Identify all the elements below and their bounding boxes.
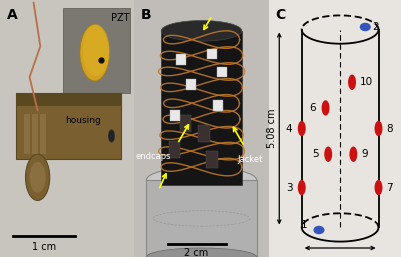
Text: 10: 10 — [360, 77, 373, 87]
FancyBboxPatch shape — [180, 115, 191, 132]
Text: A: A — [7, 8, 18, 22]
Bar — [32, 114, 38, 154]
FancyBboxPatch shape — [207, 151, 218, 168]
Circle shape — [80, 24, 109, 81]
Ellipse shape — [360, 23, 371, 31]
Circle shape — [298, 121, 306, 136]
FancyBboxPatch shape — [217, 67, 227, 77]
Bar — [63, 8, 130, 93]
Bar — [16, 93, 121, 106]
Text: PZT: PZT — [111, 13, 130, 23]
Text: 1 cm: 1 cm — [32, 242, 57, 252]
FancyBboxPatch shape — [169, 141, 180, 158]
Text: housing: housing — [65, 116, 101, 125]
Ellipse shape — [146, 167, 257, 193]
Bar — [161, 31, 242, 185]
Text: endcaps: endcaps — [136, 152, 171, 161]
FancyBboxPatch shape — [213, 100, 223, 111]
Bar — [146, 180, 257, 257]
Circle shape — [108, 130, 115, 142]
Bar — [146, 180, 257, 257]
Text: 4: 4 — [286, 124, 292, 133]
Text: Jacket: Jacket — [237, 155, 263, 164]
Circle shape — [26, 154, 50, 200]
Text: 5: 5 — [312, 149, 319, 159]
Circle shape — [348, 75, 356, 90]
Text: 3: 3 — [286, 183, 292, 192]
Text: C: C — [275, 8, 286, 22]
Circle shape — [349, 146, 357, 162]
FancyBboxPatch shape — [176, 54, 186, 65]
Text: 2: 2 — [373, 22, 379, 32]
Circle shape — [83, 24, 109, 76]
Text: 1: 1 — [301, 220, 308, 230]
Text: 8: 8 — [387, 124, 393, 133]
Circle shape — [375, 180, 383, 195]
Circle shape — [30, 162, 46, 193]
FancyBboxPatch shape — [186, 79, 196, 90]
FancyBboxPatch shape — [170, 110, 180, 121]
Text: 7: 7 — [387, 183, 393, 192]
Ellipse shape — [161, 21, 242, 41]
FancyBboxPatch shape — [16, 93, 121, 159]
Circle shape — [375, 121, 383, 136]
Circle shape — [322, 100, 330, 116]
Bar — [40, 114, 46, 154]
Text: 6: 6 — [310, 103, 316, 113]
Ellipse shape — [314, 226, 324, 234]
Text: B: B — [141, 8, 152, 22]
Ellipse shape — [146, 248, 257, 257]
FancyBboxPatch shape — [198, 125, 210, 142]
Circle shape — [324, 146, 332, 162]
FancyBboxPatch shape — [207, 49, 217, 59]
Text: 9: 9 — [361, 149, 368, 159]
Text: 2 cm: 2 cm — [184, 248, 208, 257]
Circle shape — [298, 180, 306, 195]
Bar — [24, 114, 30, 154]
Text: 5.08 cm: 5.08 cm — [267, 109, 277, 148]
